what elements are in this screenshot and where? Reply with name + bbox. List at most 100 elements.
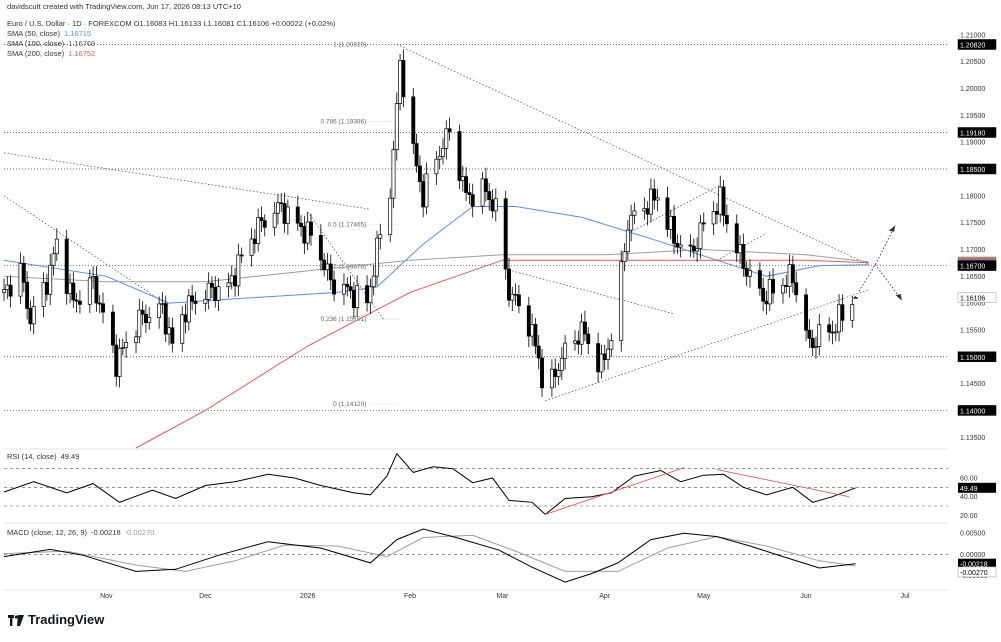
candle-body <box>434 158 439 175</box>
candle-body <box>784 284 789 287</box>
price-badge-label: 1.16700 <box>960 264 985 271</box>
candle-body <box>213 286 218 301</box>
candle-body <box>582 321 587 335</box>
candle-body <box>167 327 171 335</box>
candle-body <box>249 238 254 256</box>
candle-body <box>365 285 370 304</box>
x-tick-label: Nov <box>100 593 113 600</box>
candle-body <box>137 309 142 338</box>
candle-body <box>516 294 521 307</box>
candle-body <box>140 309 145 315</box>
candle-body <box>226 282 231 288</box>
candle-body <box>342 283 346 295</box>
candle-body <box>526 305 531 337</box>
y-tick-label: 1.14500 <box>960 381 985 388</box>
candle-body <box>8 284 13 297</box>
price-badge <box>957 292 997 303</box>
candle-body <box>120 347 125 349</box>
x-tick-label: Apr <box>599 593 611 600</box>
candle-body <box>632 210 637 216</box>
candle-body <box>721 186 726 216</box>
candle-body <box>490 199 495 212</box>
candle-body <box>411 96 416 144</box>
candle-body <box>437 156 442 160</box>
candle-body <box>398 60 403 104</box>
sma200-line <box>135 259 869 449</box>
candle-body <box>642 208 647 212</box>
candle-body <box>229 275 234 284</box>
candle-body <box>540 357 544 389</box>
x-tick-label: May <box>697 593 711 600</box>
candle-body <box>239 254 244 257</box>
projection-down-arrow <box>875 264 903 301</box>
rsi-legend: RSI (14, close) 49.49 <box>7 452 79 461</box>
sma200-legend: SMA (200, close) 1.16752 <box>7 49 95 58</box>
candle-body <box>64 238 69 294</box>
candle-body <box>790 264 795 284</box>
candle-body <box>160 303 165 305</box>
candle-body <box>375 237 379 277</box>
tradingview-logo[interactable]: TradingView <box>8 612 104 627</box>
macd-line <box>3 528 856 583</box>
macd-label: MACD (close, 12, 26, 9) <box>7 528 88 537</box>
candle-body <box>368 286 373 304</box>
candle-body <box>599 353 604 373</box>
candle-body <box>675 242 680 248</box>
y-tick-label: 1.21000 <box>960 32 985 39</box>
candle-body <box>536 345 541 359</box>
candle-body <box>295 206 300 224</box>
rsi-line <box>3 452 856 516</box>
candle-body <box>724 215 729 225</box>
rsi-value: 49.49 <box>60 452 80 461</box>
y-tick-label: 1.19000 <box>960 140 985 147</box>
candle-body <box>143 313 148 323</box>
candle-body <box>483 178 488 192</box>
rsi-tick-label: 60.00 <box>960 476 978 483</box>
candle-body <box>711 211 716 225</box>
price-badge <box>957 163 997 175</box>
candle-body <box>305 221 310 244</box>
candle-body <box>441 148 445 157</box>
candle-body <box>573 340 577 344</box>
x-tick-label: 2026 <box>300 593 316 600</box>
candle-body <box>417 165 422 182</box>
candle-body <box>28 308 33 325</box>
candle-body <box>322 259 327 271</box>
price-badge <box>957 127 997 138</box>
candle-body <box>48 264 53 295</box>
trendline <box>396 44 869 265</box>
macd-signal-badge <box>957 566 997 578</box>
candle-body <box>236 254 241 287</box>
fib-level-label: 0.236 (1.15701) <box>320 316 366 323</box>
candle-body <box>830 331 835 334</box>
candle-body <box>665 197 670 230</box>
candle-body <box>807 329 812 339</box>
candle-body <box>487 191 492 201</box>
macd-legend: MACD (close, 12, 26, 9) -0.00218 -0.00270 <box>7 528 154 537</box>
candle-body <box>507 268 511 301</box>
candle-body <box>259 217 264 222</box>
candle-body <box>668 216 673 230</box>
candle-body <box>282 203 287 224</box>
sma50-legend: SMA (50, close) 1.16715 <box>7 29 91 38</box>
macd-signal-line <box>3 534 856 572</box>
x-tick-label: Jun <box>800 593 811 600</box>
candle-body <box>206 282 211 300</box>
candle-body <box>837 304 842 333</box>
candle-body <box>576 340 581 345</box>
candle-body <box>18 262 23 297</box>
rsi-tick-label: 20.00 <box>960 513 978 520</box>
candle-body <box>629 214 634 231</box>
candle-body <box>741 244 746 269</box>
candle-body <box>74 299 79 302</box>
sma100-value: 1.16769 <box>68 39 96 48</box>
tradingview-logo-icon <box>8 614 24 626</box>
candle-body <box>619 261 624 341</box>
y-tick-label: 1.19500 <box>960 113 985 120</box>
candle-body <box>606 348 610 360</box>
candle-body <box>460 176 465 181</box>
candle-body <box>648 188 653 215</box>
candle-body <box>787 264 792 287</box>
candle-body <box>771 278 776 294</box>
candle-body <box>272 212 277 228</box>
